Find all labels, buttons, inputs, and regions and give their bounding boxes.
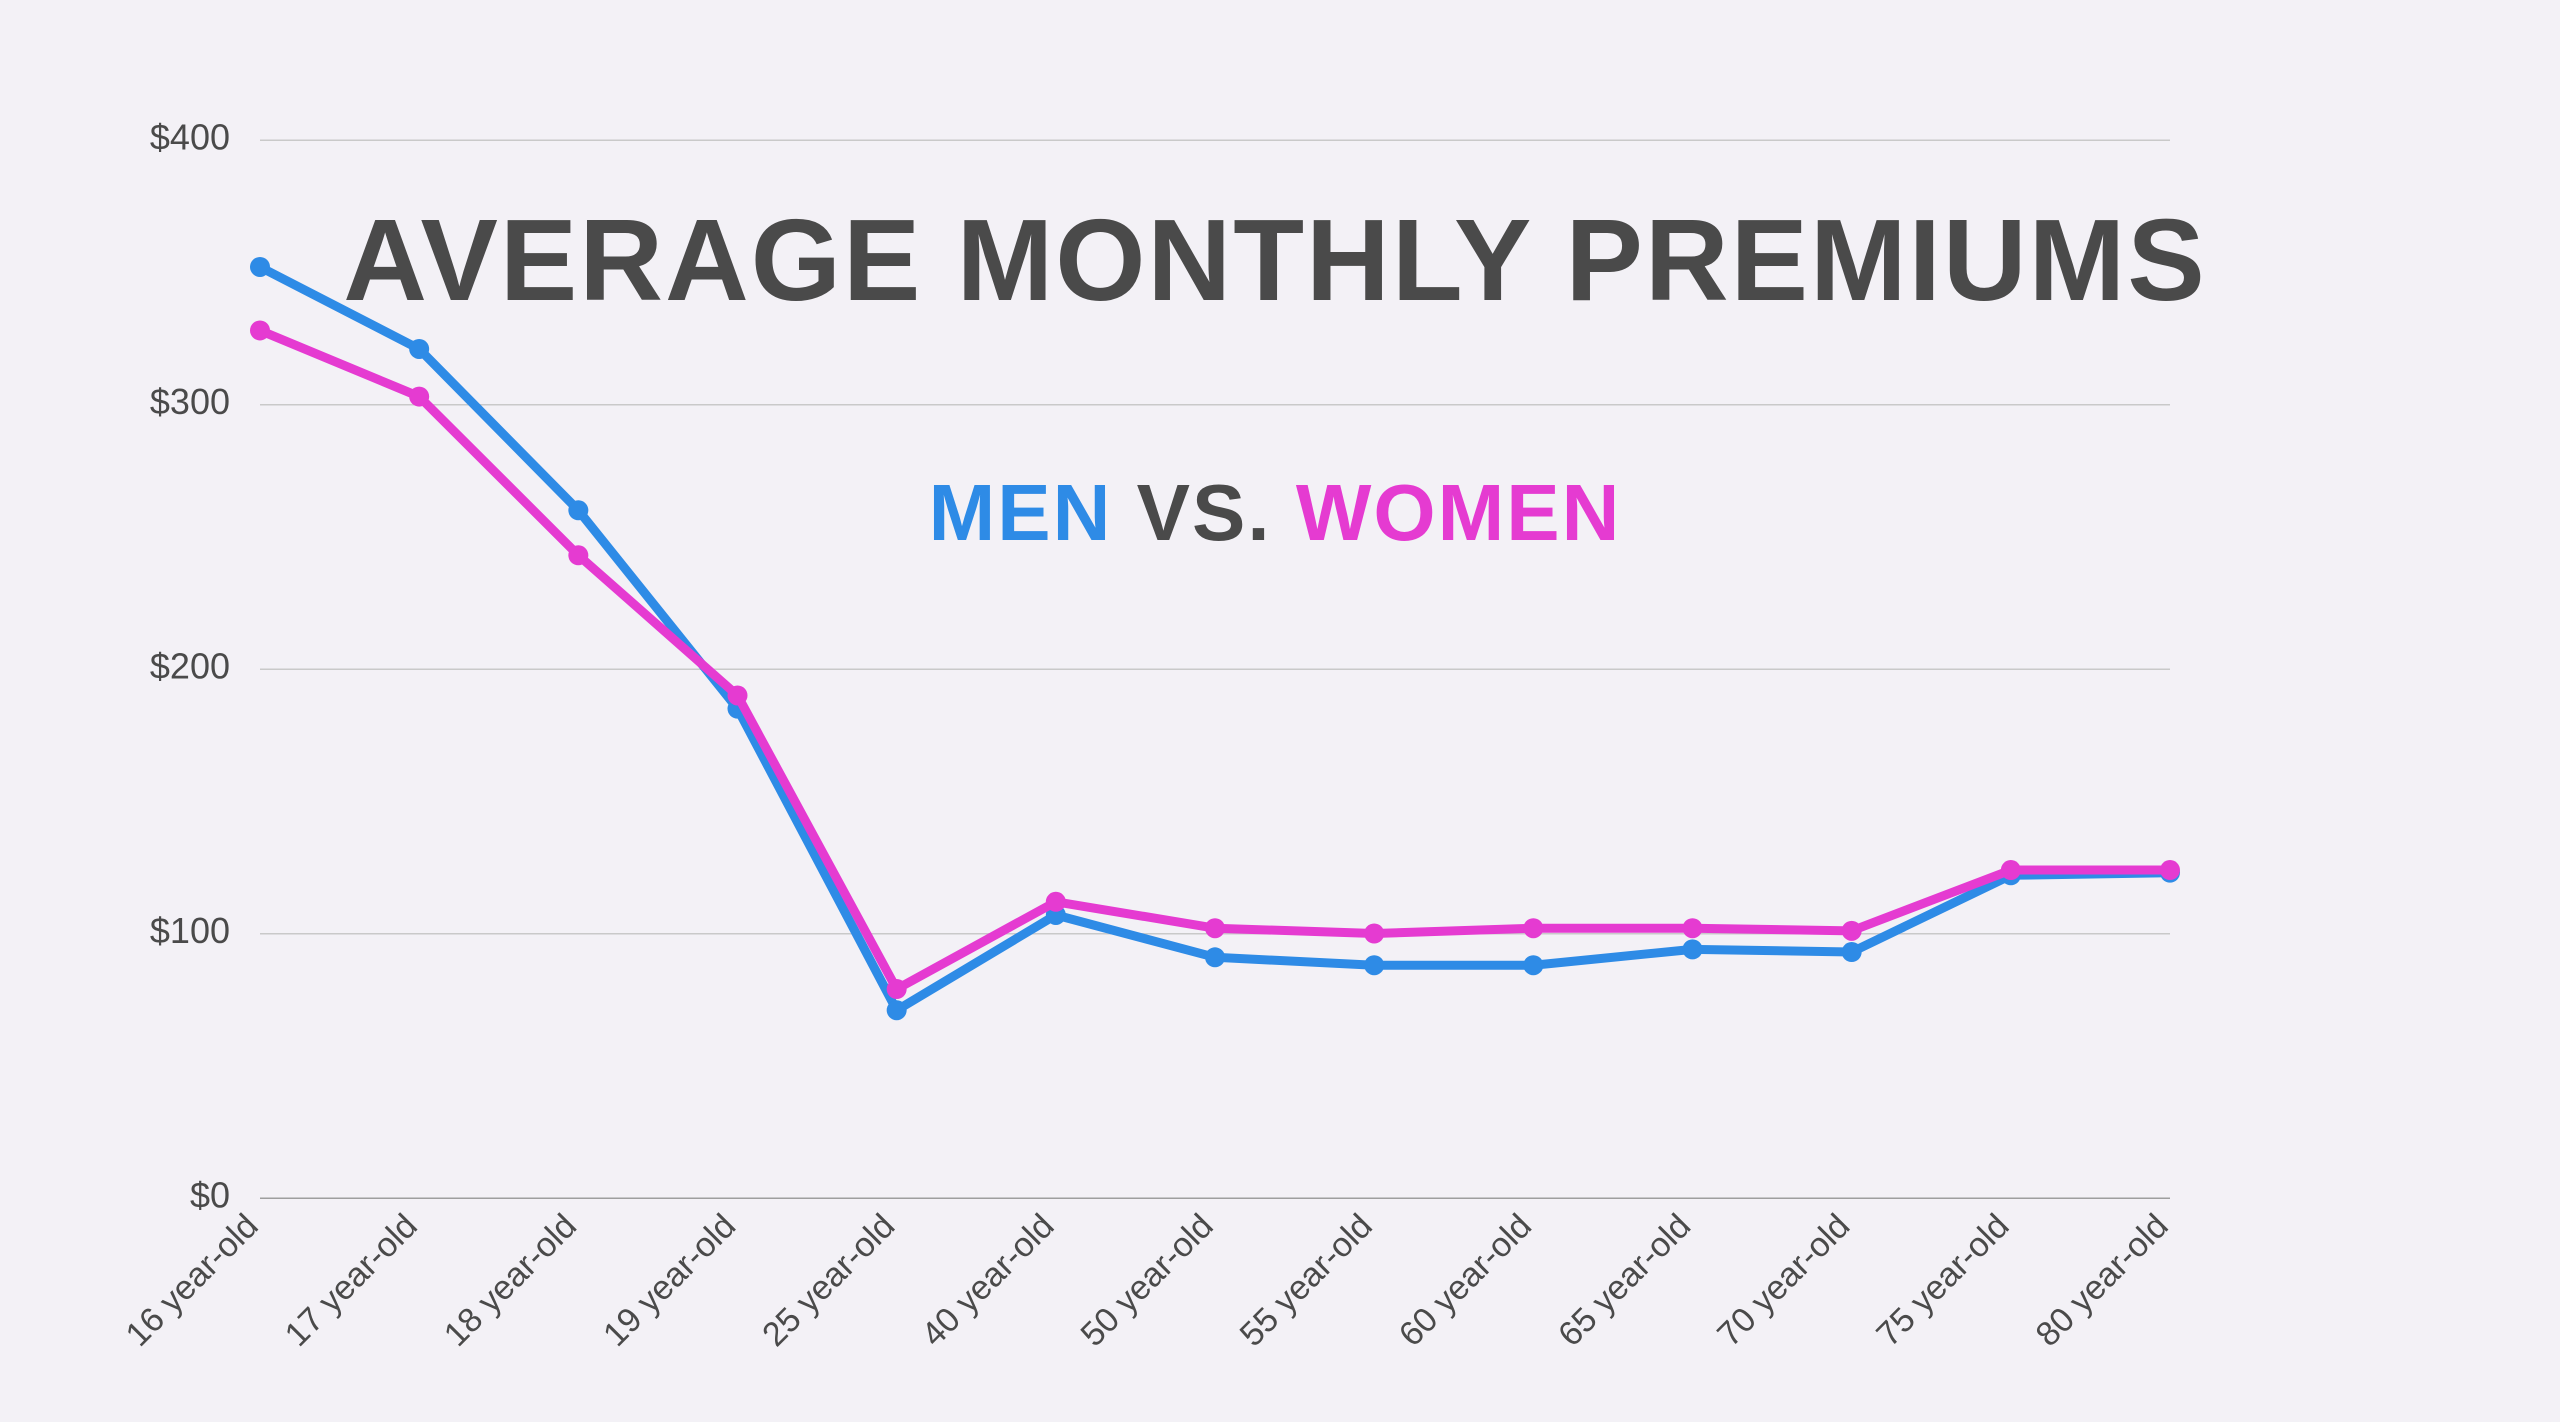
series-marker-women <box>2001 860 2021 880</box>
series-marker-men <box>568 500 588 520</box>
series-marker-men <box>409 339 429 359</box>
x-tick-label: 40 year-old <box>914 1207 1061 1354</box>
series-marker-women <box>409 387 429 407</box>
series-marker-women <box>1842 921 1862 941</box>
subtitle-part: WOMEN <box>1296 468 1622 557</box>
subtitle-part: VS. <box>1112 468 1295 557</box>
x-tick-label: 18 year-old <box>437 1207 584 1354</box>
x-tick-label: 19 year-old <box>596 1207 743 1354</box>
x-tick-label: 55 year-old <box>1233 1207 1380 1354</box>
series-marker-men <box>1683 939 1703 959</box>
series-marker-men <box>1364 955 1384 975</box>
chart-title: AVERAGE MONTHLY PREMIUMS <box>343 195 2206 325</box>
series-marker-women <box>1523 918 1543 938</box>
x-tick-label: 80 year-old <box>2029 1207 2176 1354</box>
series-marker-women <box>250 320 270 340</box>
series-marker-men <box>887 1000 907 1020</box>
series-marker-women <box>1046 892 1066 912</box>
x-tick-label: 25 year-old <box>755 1207 902 1354</box>
series-marker-women <box>887 979 907 999</box>
y-tick-label: $0 <box>190 1175 230 1216</box>
y-tick-label: $100 <box>150 910 230 951</box>
x-tick-label: 65 year-old <box>1551 1207 1698 1354</box>
series-marker-men <box>1205 947 1225 967</box>
series-line-women <box>260 330 2170 989</box>
series-marker-women <box>728 685 748 705</box>
series-marker-women <box>2160 860 2180 880</box>
y-tick-label: $300 <box>150 381 230 422</box>
x-tick-label: 17 year-old <box>278 1207 425 1354</box>
series-marker-men <box>250 257 270 277</box>
x-tick-label: 50 year-old <box>1074 1207 1221 1354</box>
series-marker-women <box>1683 918 1703 938</box>
series-marker-women <box>568 545 588 565</box>
x-tick-label: 70 year-old <box>1710 1207 1857 1354</box>
series-marker-women <box>1364 924 1384 944</box>
subtitle-part: MEN <box>929 468 1113 557</box>
y-tick-label: $400 <box>150 117 230 158</box>
y-tick-label: $200 <box>150 646 230 687</box>
series-marker-men <box>1523 955 1543 975</box>
x-tick-label: 60 year-old <box>1392 1207 1539 1354</box>
chart-subtitle: MEN VS. WOMEN <box>929 468 1622 557</box>
x-tick-label: 16 year-old <box>119 1207 266 1354</box>
series-marker-women <box>1205 918 1225 938</box>
series-line-men <box>260 267 2170 1010</box>
series-marker-men <box>1842 942 1862 962</box>
premium-chart: $0 $100 $200 $300 $400 16 year-old17 year-old… <box>0 0 2560 1422</box>
x-tick-label: 75 year-old <box>1869 1207 2016 1354</box>
